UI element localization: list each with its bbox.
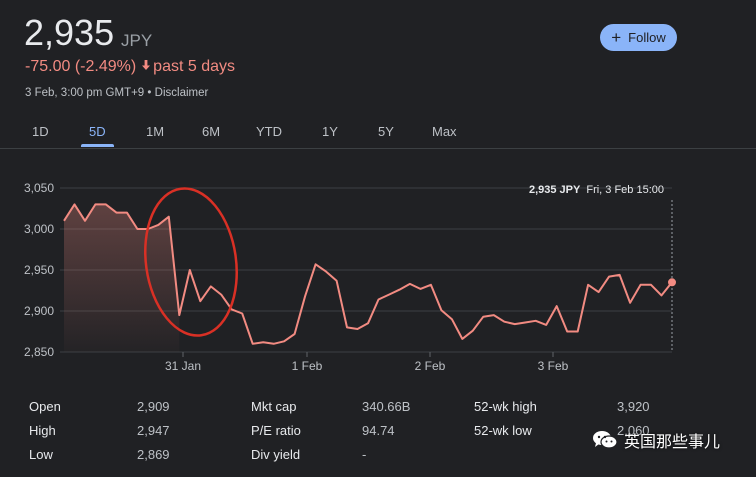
stat-value-pe-ratio: 94.74 bbox=[362, 423, 395, 438]
stat-value-open: 2,909 bbox=[137, 399, 170, 414]
y-axis-ticks: 3,050 3,000 2,950 2,900 2,850 bbox=[24, 181, 54, 359]
follow-button[interactable]: + Follow bbox=[600, 24, 677, 51]
range-tabs: 1D 5D 1M 6M YTD 1Y 5Y Max bbox=[0, 120, 756, 148]
x-axis-ticks: 31 Jan 1 Feb 2 Feb 3 Feb bbox=[165, 352, 569, 373]
stat-label-mkt-cap: Mkt cap bbox=[251, 399, 297, 414]
arrow-down-icon bbox=[141, 58, 151, 76]
timestamp: 3 Feb, 3:00 pm GMT+9 bbox=[25, 87, 145, 99]
disclaimer-link[interactable]: Disclaimer bbox=[154, 87, 209, 99]
y-tick-label: 3,000 bbox=[24, 222, 54, 236]
timestamp-meta: 3 Feb, 3:00 pm GMT+9 • Disclaimer bbox=[25, 87, 208, 99]
plus-icon: + bbox=[611, 27, 622, 47]
stat-value-high: 2,947 bbox=[137, 423, 170, 438]
stat-value-52wk-high: 3,920 bbox=[617, 399, 650, 414]
x-tick-label: 2 Feb bbox=[415, 359, 446, 373]
currency-code: JPY bbox=[121, 31, 153, 50]
price-change: -75.00 (-2.49%) past 5 days bbox=[25, 58, 235, 76]
stat-value-mkt-cap: 340.66B bbox=[362, 399, 411, 414]
stat-label-low: Low bbox=[29, 447, 53, 462]
price-chart[interactable]: 3,050 3,000 2,950 2,900 2,850 31 Jan 1 Feb 2 F… bbox=[0, 160, 756, 380]
y-tick-label: 3,050 bbox=[24, 181, 54, 195]
x-tick-label: 31 Jan bbox=[165, 359, 201, 373]
change-period: past 5 days bbox=[153, 58, 235, 75]
tab-max[interactable]: Max bbox=[432, 124, 457, 139]
meta-separator: • bbox=[147, 87, 152, 99]
y-tick-label: 2,950 bbox=[24, 263, 54, 277]
tab-6m[interactable]: 6M bbox=[202, 124, 221, 139]
tab-ytd[interactable]: YTD bbox=[256, 124, 282, 139]
stat-label-open: Open bbox=[29, 399, 61, 414]
wechat-icon bbox=[592, 430, 618, 450]
follow-label: Follow bbox=[628, 30, 666, 45]
tab-5d[interactable]: 5D bbox=[89, 124, 106, 139]
y-tick-label: 2,850 bbox=[24, 345, 54, 359]
price-line bbox=[63, 203, 673, 345]
stat-value-52wk-low: 2,060 bbox=[617, 423, 650, 438]
price-area bbox=[64, 204, 180, 352]
tab-1d[interactable]: 1D bbox=[32, 124, 49, 139]
change-amount: -75.00 (-2.49%) bbox=[25, 58, 137, 75]
stat-label-52wk-high: 52-wk high bbox=[474, 399, 537, 414]
tooltip-value: 2,935 JPY bbox=[529, 184, 581, 196]
current-price-dot bbox=[668, 278, 676, 287]
stat-label-pe-ratio: P/E ratio bbox=[251, 423, 301, 438]
x-tick-label: 1 Feb bbox=[292, 359, 323, 373]
watermark: 英国那些事儿 bbox=[592, 428, 720, 452]
stock-price: 2,935 bbox=[24, 12, 115, 53]
highlight-circle-annotation bbox=[144, 187, 238, 337]
stat-value-div-yield: - bbox=[362, 447, 367, 462]
tab-1y[interactable]: 1Y bbox=[322, 124, 338, 139]
stat-label-high: High bbox=[29, 423, 56, 438]
tab-5y[interactable]: 5Y bbox=[378, 124, 394, 139]
tabs-divider bbox=[0, 148, 756, 149]
stat-label-div-yield: Div yield bbox=[251, 447, 301, 462]
stat-value-low: 2,869 bbox=[137, 447, 170, 462]
tab-1m[interactable]: 1M bbox=[146, 124, 165, 139]
stat-label-52wk-low: 52-wk low bbox=[474, 423, 532, 438]
active-tab-indicator bbox=[81, 144, 114, 147]
y-tick-label: 2,900 bbox=[24, 304, 54, 318]
watermark-text: 英国那些事儿 bbox=[624, 434, 721, 451]
tooltip-date: Fri, 3 Feb 15:00 bbox=[586, 184, 664, 196]
x-tick-label: 3 Feb bbox=[538, 359, 569, 373]
